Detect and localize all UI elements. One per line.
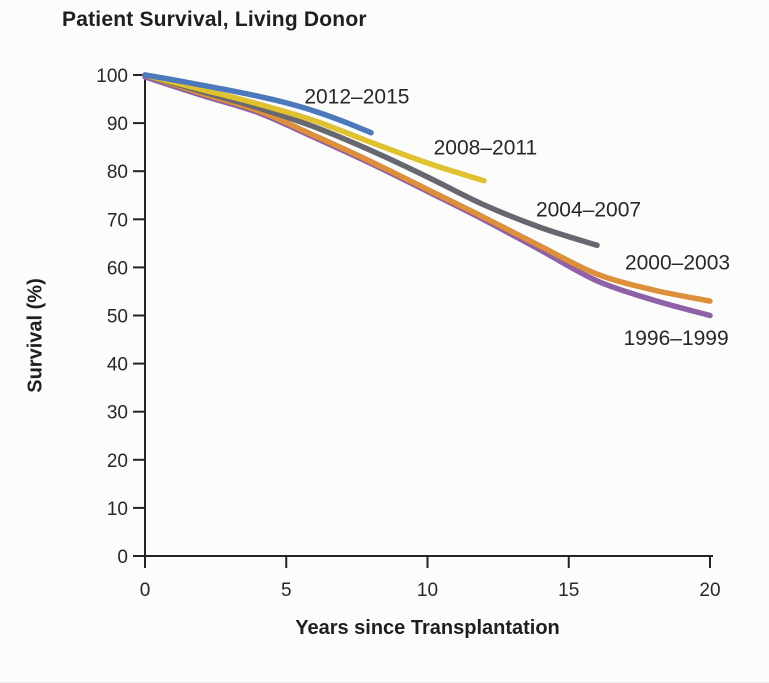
y-tick-label: 50 xyxy=(107,307,128,328)
series-line-2012-2015 xyxy=(142,72,374,136)
x-tick-label: 20 xyxy=(699,580,720,601)
y-tick-label: 40 xyxy=(107,355,128,376)
y-tick-label: 60 xyxy=(107,258,128,279)
x-tick-label: 10 xyxy=(417,580,438,601)
series-line-1996-1999 xyxy=(142,74,713,319)
series-line-2008-2011 xyxy=(142,72,487,184)
y-tick-label: 10 xyxy=(107,499,128,520)
series-label-2004-2007: 2004–2007 xyxy=(536,199,641,222)
x-tick-label: 5 xyxy=(281,580,292,601)
y-tick-label: 70 xyxy=(107,210,128,231)
series-label-2000-2003: 2000–2003 xyxy=(625,252,730,275)
y-tick-label: 0 xyxy=(117,547,128,568)
series-label-1996-1999: 1996–1999 xyxy=(624,327,729,350)
y-tick-label: 20 xyxy=(107,451,128,472)
y-tick-label: 30 xyxy=(107,403,128,424)
chart-title: Patient Survival, Living Donor xyxy=(62,8,367,31)
series-label-2008-2011: 2008–2011 xyxy=(434,137,538,160)
x-tick-label: 15 xyxy=(558,580,579,601)
y-tick-label: 80 xyxy=(107,162,128,183)
series-label-2012-2015: 2012–2015 xyxy=(304,86,409,109)
y-tick-label: 90 xyxy=(107,114,128,135)
y-tick-label: 100 xyxy=(96,66,128,87)
x-axis-title: Years since Transplantation xyxy=(295,617,560,639)
x-tick-label: 0 xyxy=(140,580,151,601)
